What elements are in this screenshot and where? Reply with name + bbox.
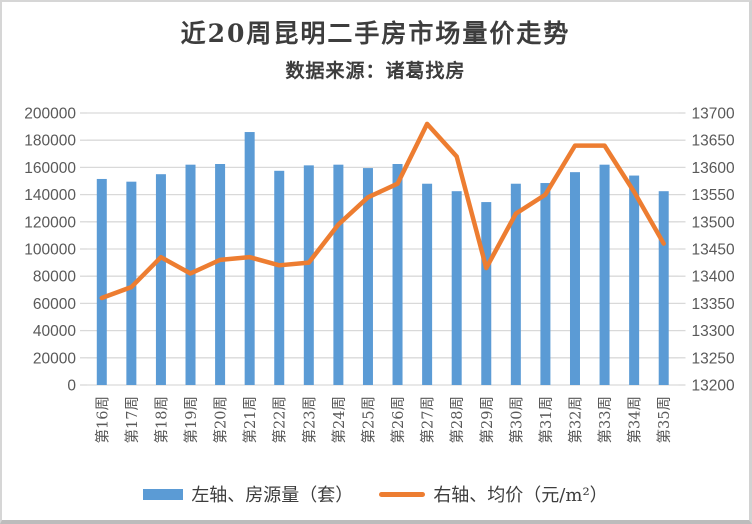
x-axis-label: 第28周 <box>448 396 466 443</box>
bar <box>155 174 166 385</box>
y-axis-label-left: 20000 <box>33 350 76 367</box>
chart-subtitle: 数据来源：诸葛找房 <box>285 60 466 82</box>
bar <box>569 172 580 385</box>
bar <box>599 164 610 385</box>
line-series-swatch <box>379 491 426 497</box>
x-axis-label: 第20周 <box>212 396 230 443</box>
y-axis-label-left: 120000 <box>24 214 76 231</box>
y-axis-label-left: 0 <box>67 378 76 395</box>
x-axis-label: 第16周 <box>93 396 111 443</box>
legend-item-bars: 左轴、房源量（套） <box>143 481 353 507</box>
y-axis-label-right: 13250 <box>692 350 735 367</box>
line-series-label: 右轴、均价（元/m²） <box>433 485 608 506</box>
y-axis-label-left: 100000 <box>24 242 76 259</box>
bar <box>362 168 373 385</box>
legend-item-line: 右轴、均价（元/m²） <box>379 481 608 507</box>
bar <box>510 183 521 385</box>
x-axis-label: 第33周 <box>596 396 614 443</box>
x-axis-label: 第32周 <box>566 396 584 443</box>
bar <box>481 202 492 385</box>
x-axis-label: 第25周 <box>359 396 377 443</box>
x-axis-label: 第17周 <box>123 396 141 443</box>
x-axis-label: 第29周 <box>478 396 496 443</box>
bar <box>96 178 107 385</box>
y-axis-label-right: 13700 <box>692 106 735 123</box>
bar <box>658 191 669 385</box>
legend: 左轴、房源量（套） 右轴、均价（元/m²） <box>2 481 749 507</box>
y-axis-label-right: 13600 <box>692 160 735 177</box>
x-axis-label: 第18周 <box>152 396 170 443</box>
y-axis-label-right: 13650 <box>692 133 735 150</box>
x-axis-label: 第21周 <box>241 396 259 443</box>
x-axis-label: 第23周 <box>300 396 318 443</box>
bar <box>451 191 462 385</box>
chart-title: 近20周昆明二手房市场量价走势 <box>180 19 571 48</box>
bar-series-swatch <box>143 488 184 500</box>
bar <box>629 175 640 385</box>
y-axis-label-right: 13550 <box>692 187 735 204</box>
bar <box>422 183 433 385</box>
y-axis-label-left: 60000 <box>33 296 76 313</box>
bar <box>540 183 551 385</box>
bar-series-label: 左轴、房源量（套） <box>191 485 354 506</box>
y-axis-label-right: 13200 <box>692 378 735 395</box>
y-axis-label-left: 180000 <box>24 133 76 150</box>
x-axis-label: 第31周 <box>537 396 555 443</box>
bar <box>274 170 285 385</box>
x-axis-label: 第19周 <box>182 396 200 443</box>
price-line <box>99 121 666 301</box>
y-axis-label-left: 160000 <box>24 160 76 177</box>
y-axis-label-left: 80000 <box>33 269 76 286</box>
bar <box>392 164 403 385</box>
x-axis-label: 第34周 <box>626 396 644 443</box>
y-axis-label-right: 13400 <box>692 269 735 286</box>
bar <box>215 164 226 385</box>
bar <box>333 164 344 385</box>
y-axis-label-left: 200000 <box>24 106 76 123</box>
y-axis-label-right: 13500 <box>692 214 735 231</box>
bar <box>126 181 137 385</box>
y-axis-label-right: 13450 <box>692 242 735 259</box>
x-axis-label: 第22周 <box>271 396 289 443</box>
x-axis-label: 第30周 <box>507 396 525 443</box>
y-axis-label-left: 140000 <box>24 187 76 204</box>
bar <box>303 165 314 385</box>
x-axis-label: 第24周 <box>330 396 348 443</box>
x-axis-label: 第35周 <box>655 396 673 443</box>
y-axis-label-right: 13300 <box>692 323 735 340</box>
x-axis-label: 第26周 <box>389 396 407 443</box>
x-axis-label: 第27周 <box>419 396 437 443</box>
y-axis-label-right: 13350 <box>692 296 735 313</box>
y-axis-label-left: 40000 <box>33 323 76 340</box>
